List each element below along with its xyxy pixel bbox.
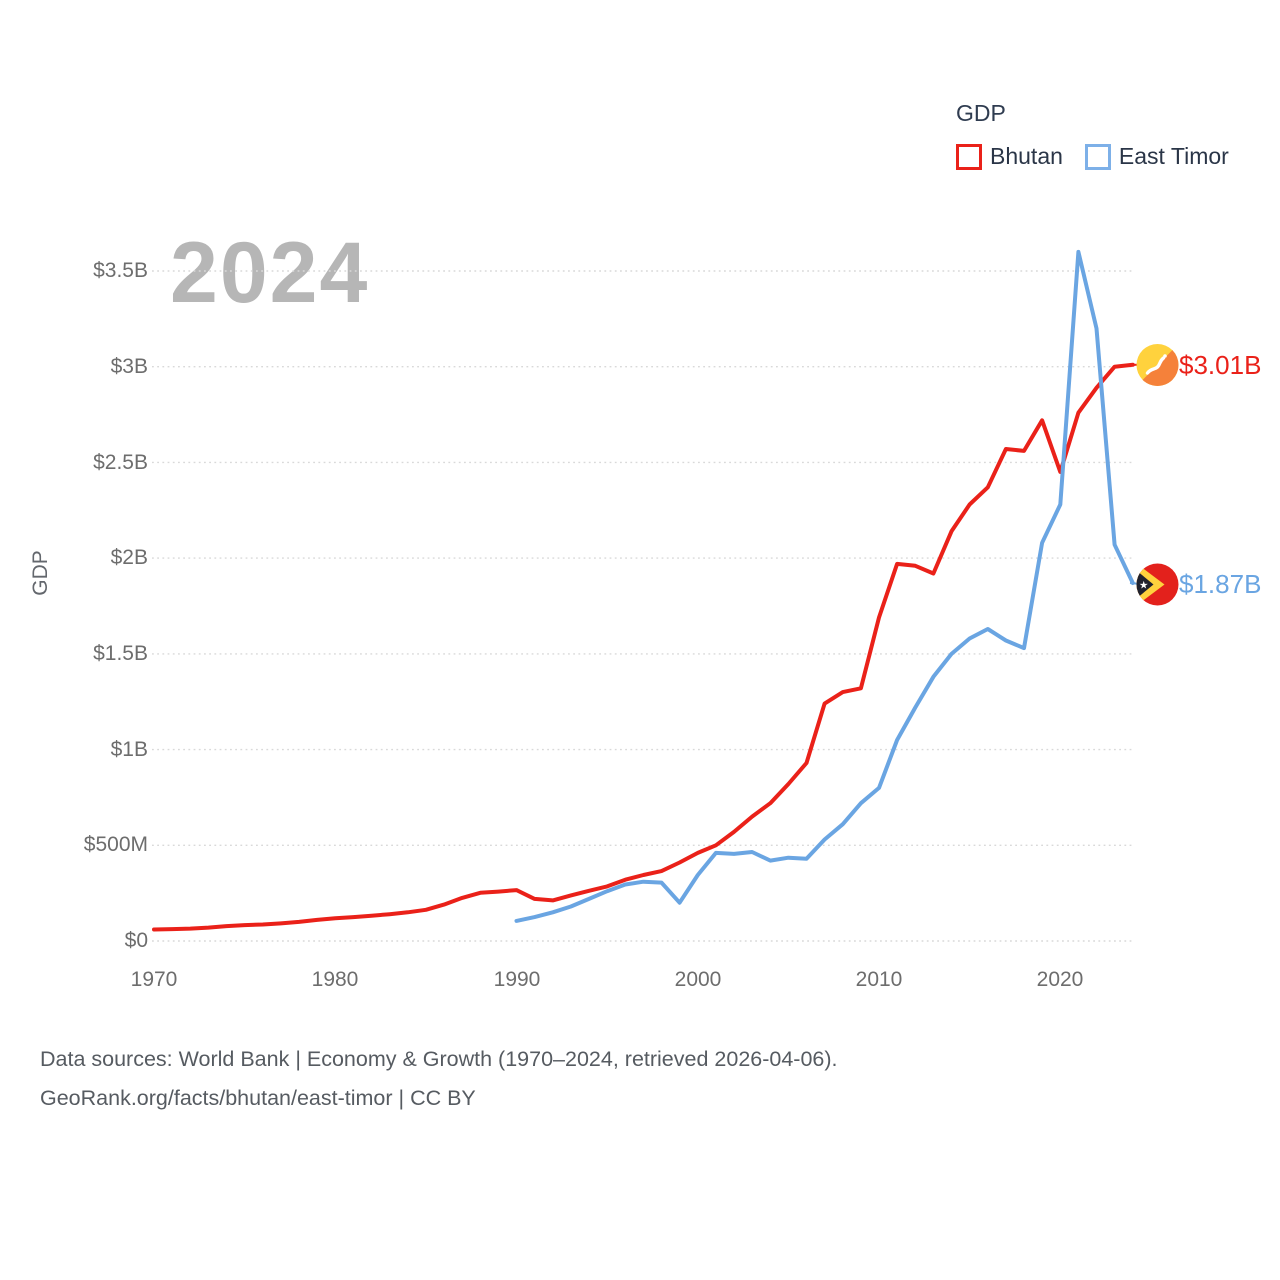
y-tick-3b: $3B — [110, 355, 148, 378]
bhutan-flag-icon — [1136, 344, 1179, 386]
x-tick-2010: 2010 — [855, 968, 903, 991]
east-timor-value-label: $1.87B — [1179, 569, 1262, 599]
legend-title: GDP — [956, 100, 1006, 126]
legend-item-bhutan[interactable]: Bhutan — [956, 143, 1063, 170]
east-timor-swatch-icon — [1084, 143, 1111, 170]
y-tick-2-5b: $2.5B — [93, 451, 148, 474]
y-tick-1b: $1B — [110, 738, 148, 761]
footer: Data sources: World Bank | Economy & Gro… — [40, 1040, 838, 1118]
y-tick-500m: $500M — [83, 833, 148, 856]
legend-label-east-timor: East Timor — [1118, 143, 1229, 169]
year-watermark: 2024 — [170, 225, 370, 321]
series-lines — [152, 249, 1135, 932]
y-tick-2b: $2B — [110, 546, 148, 569]
footer-sources-line: Data sources: World Bank | Economy & Gro… — [40, 1047, 838, 1071]
svg-text:★: ★ — [1139, 580, 1148, 592]
x-tick-1970: 1970 — [130, 968, 178, 991]
series-line-east-timor — [514, 249, 1135, 923]
bhutan-swatch-icon — [956, 143, 982, 170]
footer-attribution-line: GeoRank.org/facts/bhutan/east-timor | CC… — [40, 1086, 476, 1110]
gridlines — [152, 270, 1132, 942]
series-line-bhutan — [152, 362, 1135, 932]
x-tick-2000: 2000 — [674, 968, 722, 991]
legend: Bhutan East Timor — [956, 143, 1229, 170]
bhutan-value-label: $3.01B — [1179, 350, 1262, 380]
y-tick-3-5b: $3.5B — [93, 259, 148, 282]
legend-label-bhutan: Bhutan — [990, 143, 1063, 169]
x-tick-2020: 2020 — [1036, 968, 1084, 991]
y-tick-0: $0 — [124, 929, 148, 952]
y-tick-1-5b: $1.5B — [93, 642, 148, 665]
x-tick-1990: 1990 — [493, 968, 541, 991]
end-annotations: ★ — [1128, 344, 1179, 606]
east-timor-flag-icon: ★ — [1136, 563, 1179, 606]
x-tick-1980: 1980 — [311, 968, 359, 991]
legend-item-east-timor[interactable]: East Timor — [1084, 143, 1229, 170]
